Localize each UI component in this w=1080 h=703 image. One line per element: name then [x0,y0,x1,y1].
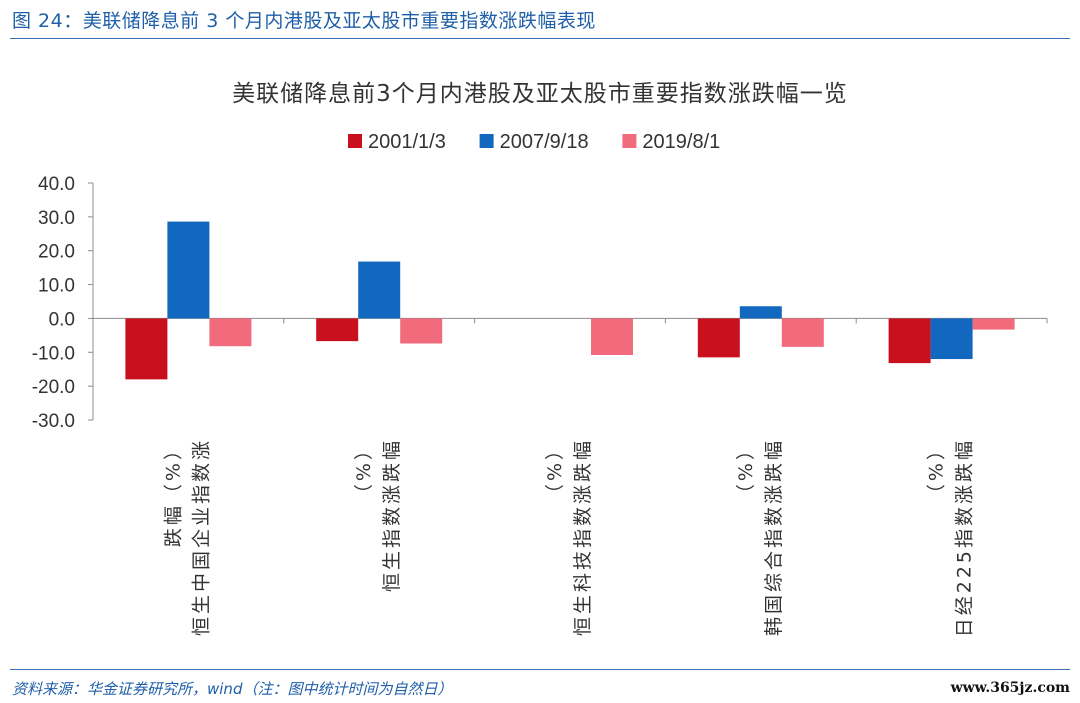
y-tick-label: -20.0 [32,377,75,398]
bar [591,318,633,355]
category-label: （%） [926,438,948,503]
y-tick-label: 30.0 [38,208,75,229]
y-tick-label: 20.0 [38,242,75,263]
source-note: 资料来源：华金证券研究所，wind（注：图中统计时间为自然日） [12,680,453,698]
bar [888,318,931,364]
y-tick-label: -30.0 [32,411,75,432]
bar [972,318,1015,330]
title-rule [10,38,1070,39]
legend-label: 2007/9/18 [500,131,589,153]
y-tick-label: 40.0 [38,174,75,195]
legend-swatch [479,134,494,148]
y-tick-label: -10.0 [32,343,75,364]
bar [781,318,824,347]
legend-label: 2001/1/3 [368,131,446,153]
bar [358,261,401,319]
watermark: www.365jz.com [950,680,1070,696]
y-tick-label: 10.0 [38,276,75,297]
legend-swatch [348,134,362,148]
bar [697,318,740,358]
bar [167,221,210,319]
source-rule [10,669,1070,670]
category-label: （%） [544,438,566,503]
axes: 40.0 30.0 20.0 10.0 0.0 -10.0 -20.0 -30.0 [32,174,1048,432]
figure-title: 图 24：美联储降息前 3 个月内港股及亚太股市重要指数涨跌幅表现 [12,10,596,32]
bar [400,318,443,344]
bar [930,318,973,360]
legend: 2001/1/3 2007/9/18 2019/8/1 [348,131,720,153]
category-label: 恒生科技指数涨跌幅 [572,438,594,636]
bar [739,306,782,319]
bar [125,318,168,380]
chart-title: 美联储降息前3个月内港股及亚太股市重要指数涨跌幅一览 [232,81,848,107]
bars [125,221,1015,380]
category-label: 日经225指数涨跌幅 [954,438,976,637]
category-label: （%） [735,438,757,503]
legend-label: 2019/8/1 [642,131,720,153]
legend-swatch [622,134,637,148]
bar [316,318,359,342]
category-label: 跌幅（%） [162,438,184,547]
category-label: （%） [353,438,375,503]
y-tick-label: 0.0 [49,309,75,330]
category-label: 恒生指数涨跌幅 [381,438,403,592]
category-label: 恒生中国企业指数涨 [190,438,212,636]
category-label: 韩国综合指数涨跌幅 [763,438,785,636]
bar [209,318,252,347]
bar-chart: 美联储降息前3个月内港股及亚太股市重要指数涨跌幅一览 2001/1/3 2007/… [32,81,1048,637]
